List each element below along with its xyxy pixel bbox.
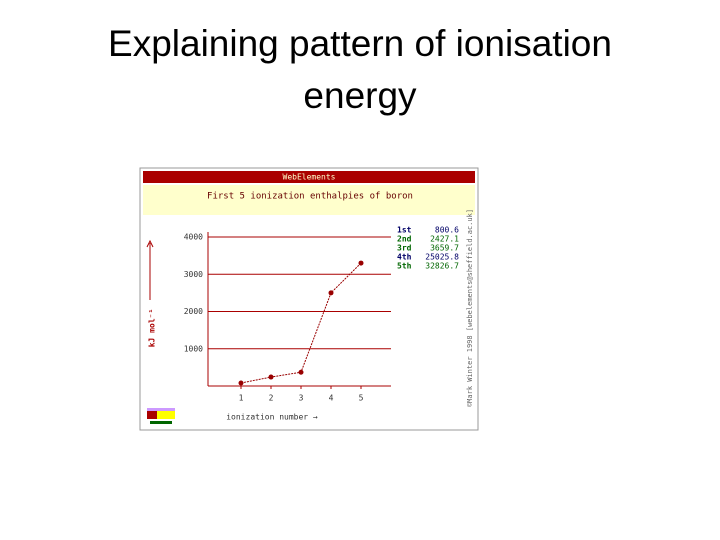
- legend-label: 5th: [397, 262, 412, 271]
- x-tick-label: 5: [359, 394, 364, 403]
- data-point: [268, 374, 274, 380]
- legend-value: 3659.7: [430, 244, 459, 253]
- header-bar: [143, 171, 475, 183]
- credit: ©Mark Winter 1998 [webelements@sheffield…: [466, 209, 474, 407]
- data-point: [328, 290, 334, 296]
- logo: [150, 421, 172, 424]
- legend-label: 3rd: [397, 244, 412, 253]
- logo: [157, 411, 175, 419]
- legend-value: 32826.7: [425, 262, 459, 271]
- title-strip: [143, 185, 475, 215]
- legend-value: 800.6: [435, 226, 459, 235]
- data-point: [358, 260, 364, 266]
- chart-image: WebElements First 5 ionization enthalpie…: [139, 167, 479, 431]
- legend-value: 25025.8: [425, 253, 459, 262]
- y-tick-label: 4000: [184, 233, 203, 242]
- slide-title: Explaining pattern of ionisation: [108, 23, 612, 64]
- legend-label: 4th: [397, 253, 412, 262]
- logo: [147, 408, 175, 411]
- x-tick-label: 2: [269, 394, 274, 403]
- y-tick-label: 1000: [184, 344, 203, 353]
- y-arrow-head: [146, 239, 154, 248]
- y-tick-label: 3000: [184, 270, 203, 279]
- data-point: [298, 369, 304, 375]
- logo: [147, 411, 157, 419]
- data-point: [238, 380, 244, 386]
- slide-title: energy: [303, 75, 417, 116]
- legend-label: 1st: [397, 226, 412, 235]
- x-tick-label: 1: [239, 394, 244, 403]
- legend-value: 2427.1: [430, 235, 459, 244]
- y-axis-label: kJ mol⁻¹: [148, 309, 157, 348]
- legend-label: 2nd: [397, 235, 412, 244]
- header-text: WebElements: [283, 173, 336, 182]
- chart-title: First 5 ionization enthalpies of boron: [207, 192, 413, 202]
- x-axis-label: ionization number →: [226, 413, 318, 422]
- x-tick-label: 4: [329, 394, 334, 403]
- x-tick-label: 3: [299, 394, 304, 403]
- y-tick-label: 2000: [184, 307, 203, 316]
